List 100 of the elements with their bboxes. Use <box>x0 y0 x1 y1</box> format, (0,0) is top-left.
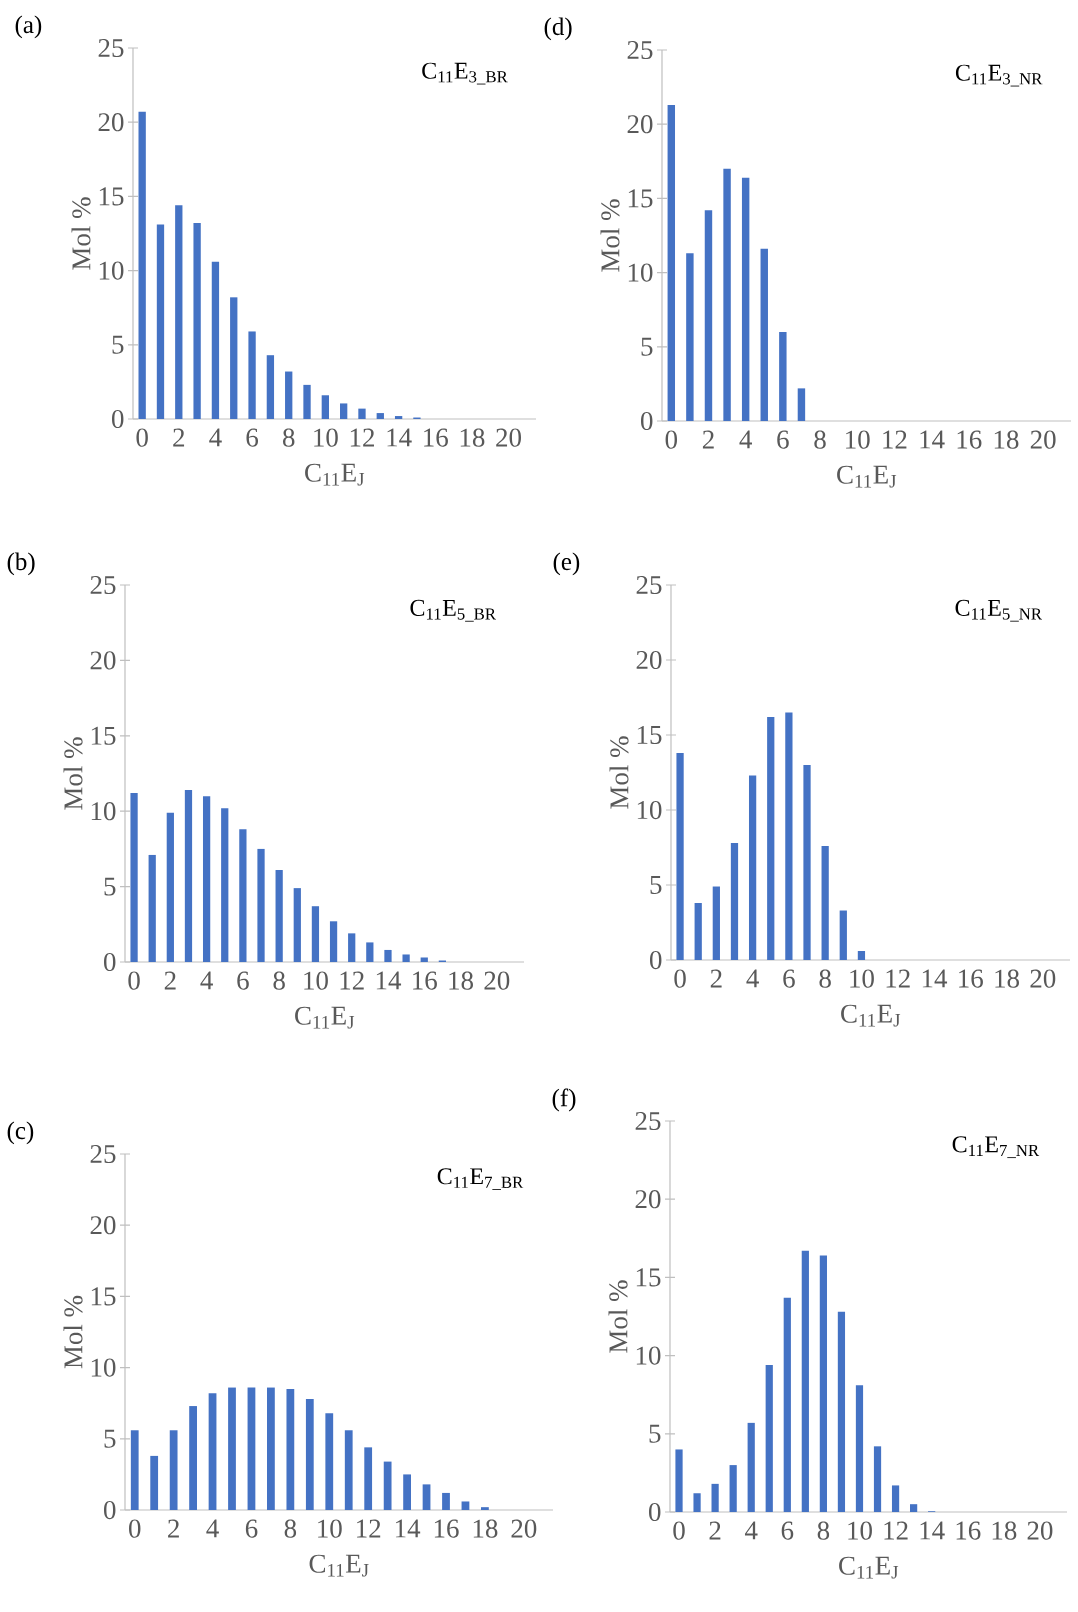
x-tick-label: 18 <box>460 428 485 447</box>
x-tick-label: 10 <box>318 1519 342 1538</box>
bar <box>765 1365 773 1513</box>
bar <box>325 1413 334 1511</box>
bar <box>797 388 806 422</box>
x-tick-label: 14 <box>920 430 945 449</box>
bar <box>221 808 229 963</box>
bar <box>247 1387 256 1511</box>
x-tick-label: 12 <box>357 1519 381 1538</box>
bar <box>704 210 713 422</box>
bar <box>394 416 403 420</box>
y-tick-label: 25 <box>90 1144 116 1164</box>
bar <box>184 790 193 963</box>
bar <box>403 1474 411 1511</box>
x-axis-title: C$_{11}$E$_{J}$ <box>837 465 897 488</box>
bar <box>285 371 293 420</box>
x-tick-label: 2 <box>710 969 722 988</box>
bar <box>747 1422 755 1513</box>
y-axis-title: Mol % <box>609 736 629 809</box>
bar <box>286 1388 295 1511</box>
y-tick-label: 10 <box>637 800 662 820</box>
text: (a) <box>15 15 42 39</box>
bar <box>910 1504 918 1513</box>
x-tick-label: 4 <box>744 1521 758 1540</box>
x-tick-label: 4 <box>746 969 759 988</box>
bar <box>166 812 174 963</box>
bar <box>711 1483 719 1513</box>
bar <box>257 848 265 963</box>
bar <box>723 168 731 422</box>
x-tick-label: 14 <box>922 969 948 988</box>
y-tick-label: 20 <box>90 651 116 670</box>
bar <box>303 384 311 420</box>
bar <box>376 413 384 420</box>
x-tick-label: 8 <box>814 430 826 449</box>
x-tick-label: 12 <box>350 428 374 447</box>
y-axis-title: Mol % <box>600 199 620 272</box>
y-axis-title: Mol % <box>63 737 83 810</box>
bar <box>481 1507 489 1511</box>
bar <box>275 870 283 963</box>
bar <box>348 933 356 963</box>
bar <box>676 753 684 961</box>
y-axis-title: Mol % <box>608 1280 628 1353</box>
bar <box>293 888 301 963</box>
x-tick-label: 20 <box>1030 969 1056 988</box>
y-tick-label: 20 <box>98 113 124 132</box>
bar <box>783 1297 791 1513</box>
bar <box>358 408 366 420</box>
x-axis-title: C$_{11}$E$_{J}$ <box>839 1556 899 1579</box>
bar <box>189 1406 197 1511</box>
bar <box>248 331 256 420</box>
x-axis-title: C$_{11}$E$_{J}$ <box>841 1004 901 1027</box>
bar <box>779 331 787 422</box>
x-tick-label: 8 <box>817 1521 830 1540</box>
bar <box>384 949 392 963</box>
y-tick-label: 0 <box>112 409 124 429</box>
bar <box>202 796 211 963</box>
y-tick-label: 0 <box>104 1500 116 1520</box>
bar <box>729 1465 737 1513</box>
y-tick-label: 15 <box>99 187 124 206</box>
bar <box>730 843 739 961</box>
x-tick-label: 18 <box>992 1521 1017 1540</box>
x-tick-label: 2 <box>168 1519 179 1538</box>
bar <box>138 111 146 420</box>
x-tick-label: 16 <box>957 430 982 449</box>
x-tick-label: 18 <box>449 971 473 990</box>
x-tick-label: 16 <box>959 969 983 988</box>
x-tick-label: 0 <box>128 971 140 990</box>
x-tick-label: 4 <box>739 430 752 449</box>
x-tick-label: 4 <box>206 1519 219 1538</box>
bar <box>228 1387 236 1511</box>
x-tick-label: 12 <box>340 971 364 990</box>
x-tick-label: 0 <box>136 428 148 447</box>
bar <box>344 1430 353 1511</box>
bar <box>855 1385 864 1513</box>
x-tick-label: 6 <box>237 971 249 990</box>
x-axis-title: C$_{11}$E$_{J}$ <box>305 463 365 486</box>
text: C$_{11}$E$_{7_NR}$ <box>952 1136 1040 1159</box>
bar <box>857 951 866 961</box>
bar <box>130 793 138 963</box>
bar <box>211 261 220 420</box>
y-tick-label: 20 <box>627 115 653 134</box>
x-tick-label: 16 <box>434 1519 459 1538</box>
y-tick-label: 15 <box>636 1268 661 1287</box>
y-tick-label: 5 <box>104 1429 116 1448</box>
text: C$_{11}$E$_{3_NR}$ <box>955 64 1043 87</box>
x-tick-label: 2 <box>164 971 176 990</box>
x-tick-label: 16 <box>413 971 437 990</box>
bar <box>675 1449 683 1513</box>
bar <box>266 355 275 420</box>
y-tick-label: 10 <box>636 1346 661 1365</box>
x-tick-label: 18 <box>994 430 1019 449</box>
x-tick-label: 0 <box>673 1521 685 1540</box>
x-tick-label: 10 <box>846 430 870 449</box>
x-axis-title: C$_{11}$E$_{J}$ <box>295 1006 355 1029</box>
bar <box>891 1485 900 1513</box>
y-tick-label: 25 <box>635 1111 661 1131</box>
y-tick-label: 0 <box>104 952 116 972</box>
x-tick-label: 12 <box>883 430 907 449</box>
y-tick-label: 0 <box>649 1502 661 1522</box>
text: (e) <box>553 552 580 576</box>
